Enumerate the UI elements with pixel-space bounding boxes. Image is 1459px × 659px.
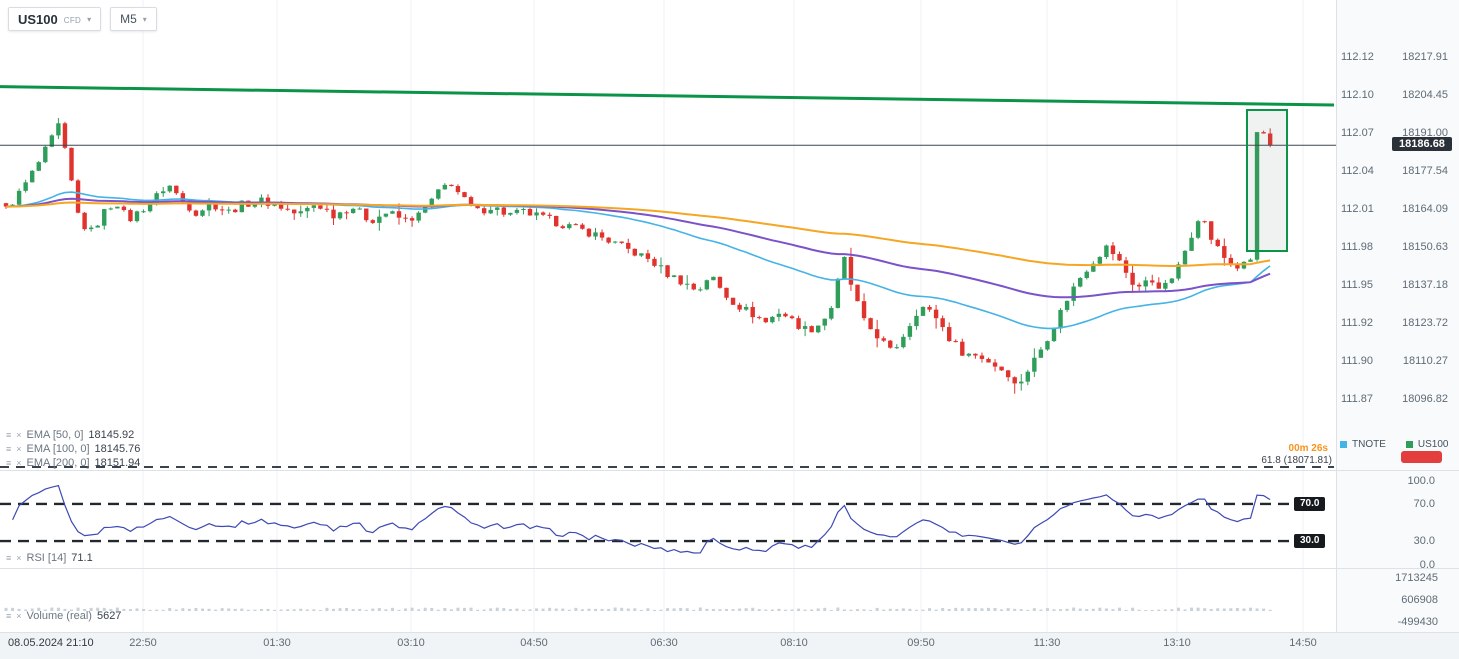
legend-item-tnote[interactable]: TNOTE	[1340, 439, 1386, 450]
ema100-legend-row: ≡ × EMA [100, 0] 18145.76	[6, 442, 140, 456]
rsi-legend-row: ≡ × RSI [14] 71.1	[6, 551, 93, 565]
fib-level-label: 61.8 (18071.81)	[1261, 455, 1332, 466]
rsi-line	[12, 484, 1271, 554]
highlight-box[interactable]	[1246, 109, 1288, 252]
timeframe-selector[interactable]: M5 ▾	[110, 7, 157, 31]
symbol-selector[interactable]: US100 CFD ▾	[8, 7, 102, 31]
volume-legend-row: ≡ × Volume (real) 5627	[6, 609, 121, 623]
indicator-settings-icon[interactable]: ≡	[6, 444, 12, 454]
ema50-legend-row: ≡ × EMA [50, 0] 18145.92	[6, 428, 140, 442]
series-legend: TNOTE US100	[1340, 439, 1448, 450]
indicator-close-icon[interactable]: ×	[16, 611, 22, 621]
ema200-label: EMA [200, 0]	[26, 457, 90, 469]
indicator-settings-icon[interactable]: ≡	[6, 553, 12, 563]
rsi-value: 71.1	[71, 552, 93, 564]
ema200-value: 18151.94	[94, 457, 141, 469]
ema-200-line[interactable]	[5, 201, 1271, 267]
us100-color-chip	[1405, 441, 1413, 448]
rsi-label: RSI [14]	[26, 552, 67, 564]
symbol-label: US100	[18, 11, 58, 27]
indicator-settings-icon[interactable]: ≡	[6, 430, 12, 440]
volume-value: 5627	[96, 610, 122, 622]
ema200-legend-row: ≡ × EMA [200, 0] 18151.94	[6, 456, 140, 470]
ema100-label: EMA [100, 0]	[26, 443, 90, 455]
indicator-close-icon[interactable]: ×	[16, 553, 22, 563]
ema-100-line[interactable]	[5, 197, 1271, 299]
timeframe-label: M5	[120, 12, 137, 26]
trendline[interactable]	[0, 85, 1335, 107]
candlesticks	[3, 118, 1273, 394]
status-badge	[1401, 451, 1442, 463]
volume-bars	[4, 607, 1272, 611]
legend-item-us100[interactable]: US100	[1405, 439, 1449, 450]
tnote-legend-label: TNOTE	[1352, 439, 1386, 450]
time-axis-bg	[0, 632, 1459, 659]
chevron-down-icon: ▾	[142, 14, 147, 24]
indicator-close-icon[interactable]: ×	[16, 430, 22, 440]
indicator-settings-icon[interactable]: ≡	[6, 458, 12, 468]
indicator-close-icon[interactable]: ×	[16, 458, 22, 468]
tnote-color-chip	[1340, 441, 1347, 448]
chevron-down-icon: ▾	[87, 14, 92, 24]
ema50-value: 18145.92	[88, 429, 135, 441]
indicator-settings-icon[interactable]: ≡	[6, 611, 12, 621]
us100-legend-label: US100	[1417, 439, 1449, 450]
volume-label: Volume (real)	[26, 610, 92, 622]
indicator-close-icon[interactable]: ×	[16, 444, 22, 454]
price-indicators-legend: ≡ × EMA [50, 0] 18145.92 ≡ × EMA [100, 0…	[6, 428, 140, 470]
ema50-label: EMA [50, 0]	[26, 429, 84, 441]
candle-countdown: 00m 26s	[1288, 443, 1328, 454]
symbol-type-label: CFD	[63, 15, 82, 25]
chart-toolbar: US100 CFD ▾ M5 ▾	[8, 7, 157, 31]
current-price-badge: 18186.68	[1392, 137, 1452, 152]
ema100-value: 18145.76	[94, 443, 141, 455]
right-axis-bg	[1337, 0, 1459, 632]
